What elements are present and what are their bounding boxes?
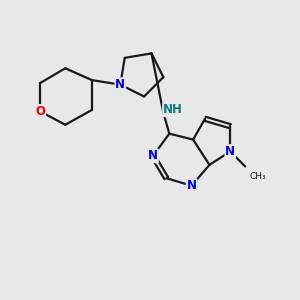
Text: N: N: [225, 145, 235, 158]
Text: O: O: [35, 105, 45, 118]
Text: N: N: [115, 78, 125, 91]
Text: N: N: [148, 149, 158, 162]
Text: CH₃: CH₃: [250, 172, 266, 181]
Text: NH: NH: [163, 103, 183, 116]
Text: N: N: [187, 179, 196, 192]
